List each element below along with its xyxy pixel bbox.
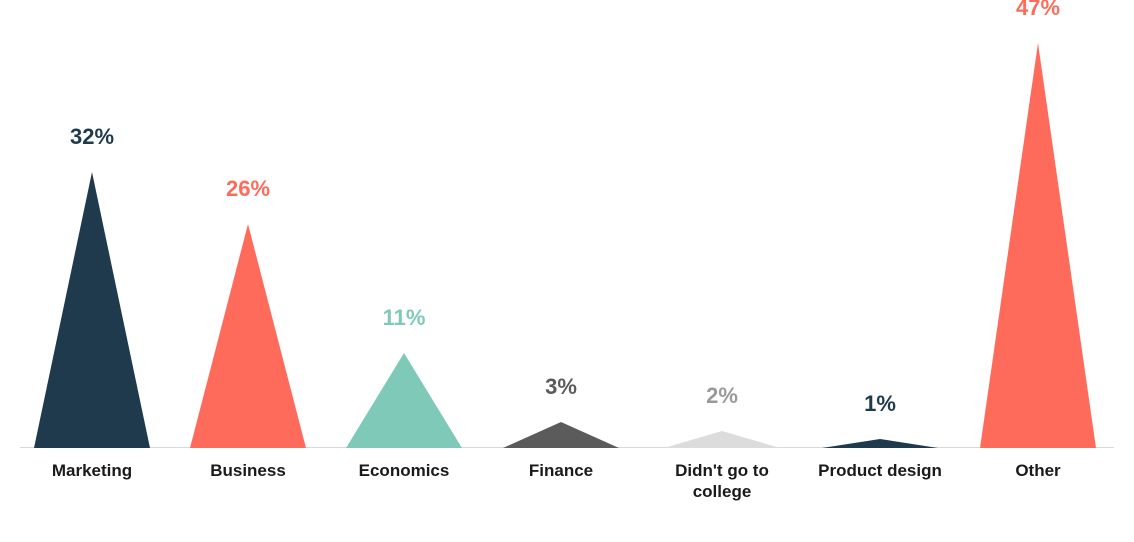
value-label: 26% [226, 176, 270, 202]
value-label: 1% [864, 391, 896, 417]
category-label: Economics [329, 460, 479, 481]
value-label: 47% [1016, 0, 1060, 21]
peak [822, 439, 938, 448]
category-label: Other [963, 460, 1113, 481]
peak [980, 43, 1096, 448]
value-label: 3% [545, 374, 577, 400]
value-label: 11% [383, 305, 426, 331]
triangle-chart: 32% 26% 11% 3% 2% 1% 47% Marketing Business Econ… [0, 0, 1134, 542]
peak [34, 172, 150, 448]
category-label: Finance [486, 460, 636, 481]
category-label: Didn't go to college [647, 460, 797, 503]
value-label: 2% [706, 383, 738, 409]
category-label: Product design [805, 460, 955, 481]
plot-area: 32% 26% 11% 3% 2% 1% 47% [0, 0, 1134, 448]
peak [190, 224, 306, 448]
value-label: 32% [70, 124, 114, 150]
peak [503, 422, 619, 448]
peak [346, 353, 462, 448]
peak [664, 431, 780, 448]
category-label: Marketing [17, 460, 167, 481]
category-label: Business [173, 460, 323, 481]
